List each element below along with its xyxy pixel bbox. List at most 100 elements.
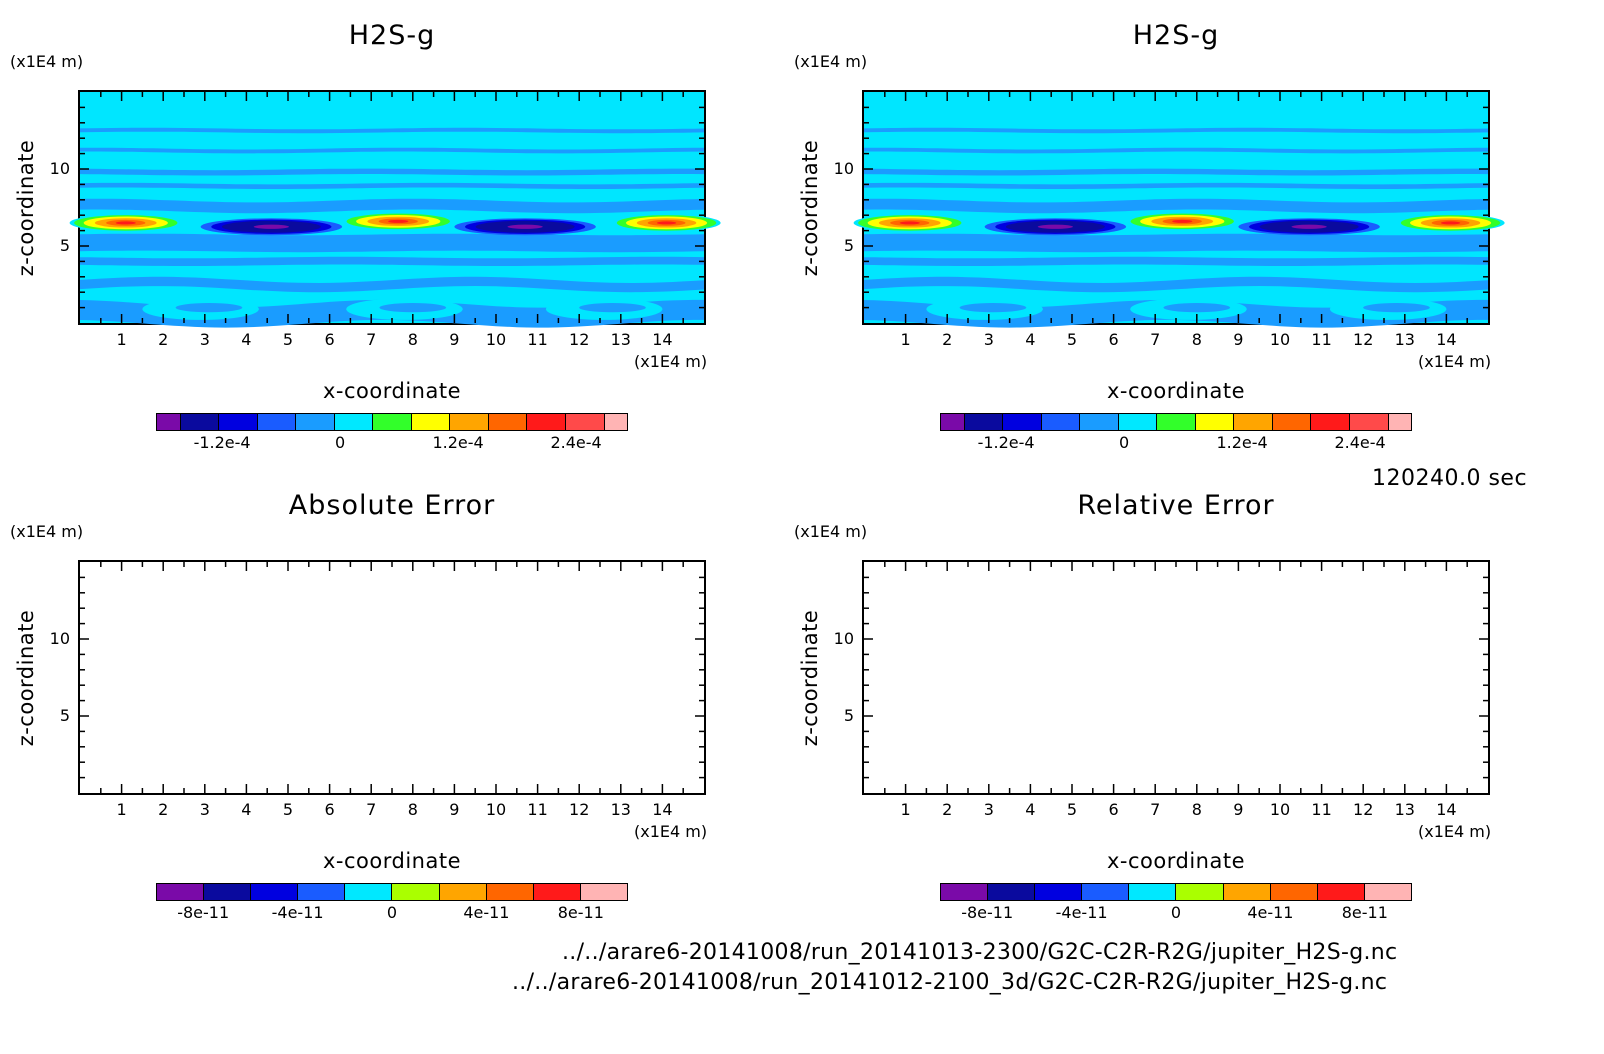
tick-marks [864,92,1488,323]
colorbar-swatch [527,414,566,430]
x-tick-label: 3 [199,330,210,349]
x-tick-label: 3 [199,800,210,819]
colorbar-tick-label: 0 [1118,433,1130,452]
z-unit-label: (x1E4 m) [10,52,84,71]
x-tick-label: 14 [652,800,673,819]
x-tick-label: 6 [324,800,335,819]
colorbar-swatch [964,414,1004,430]
colorbar-swatch [392,884,440,900]
y-tick-label: 5 [59,236,70,255]
x-tick-label: 3 [983,800,994,819]
colorbar-swatch [1311,414,1350,430]
tick-marks [864,562,1488,793]
colorbar-swatch [488,414,528,430]
colorbar-swatch [604,414,628,430]
x-tick-label: 6 [1108,800,1119,819]
colorbar [156,883,628,901]
contour-band [80,256,704,266]
colorbar-swatch [439,884,487,900]
contour-band [80,127,704,134]
colorbar-swatch [411,414,451,430]
x-unit-label: (x1E4 m) [634,352,708,371]
x-tick-label: 10 [1269,800,1291,819]
x-tick-label: 1 [900,800,911,819]
anomaly-contour [388,219,409,223]
contour-band [864,168,1488,176]
contour-band [864,127,1488,134]
x-tick-label: 12 [569,800,590,819]
colorbar-tick-label: 0 [386,903,398,922]
colorbar-swatch [941,884,989,900]
swirl-feature [959,302,1027,313]
field-contours [69,92,721,328]
contour-band [80,233,704,253]
x-tick-label: 8 [407,800,418,819]
contour-band [864,276,1488,293]
colorbar-tick-label: -4e-11 [271,903,324,922]
x-tick-label: 11 [1311,330,1332,349]
colorbar-swatch [1082,884,1130,900]
anomaly-contour [1440,221,1461,225]
colorbar-tick-label: 8e-11 [557,903,604,922]
y-tick-label: 10 [833,629,854,648]
colorbar-tick-label: 0 [1170,903,1182,922]
x-tick-label: 4 [241,800,252,819]
panel-title: H2S-g [1132,20,1220,51]
x-tick-label: 9 [449,330,460,349]
x-tick-label: 14 [1436,800,1457,819]
colorbar-swatch [345,884,393,900]
x-tick-label: 2 [158,800,169,819]
file-path-2: ../../arare6-20141008/run_20141012-2100_… [512,970,1388,995]
y-tick-label: 5 [59,706,70,725]
panel-title: Absolute Error [288,490,496,521]
x-unit-label: (x1E4 m) [634,822,708,841]
anomaly-contour [899,221,920,225]
colorbar-tick-label: 0 [334,433,346,452]
x-tick-label: 9 [1233,800,1244,819]
x-unit-label: (x1E4 m) [1418,352,1492,371]
swirl-feature [175,302,243,313]
plot-svg [80,562,704,793]
colorbar-tick-label: -4e-11 [1055,903,1108,922]
colorbar-swatch [180,414,220,430]
x-tick-label: 12 [1353,800,1374,819]
anomaly-contour [656,221,677,225]
x-tick-label: 1 [116,330,127,349]
colorbar-swatch [257,414,297,430]
colorbar-swatch [486,884,534,900]
contour-band [864,198,1488,214]
anomaly-contour [1037,224,1074,229]
contour-band [80,147,704,154]
x-tick-label: 10 [485,800,507,819]
colorbar-swatch [1035,884,1083,900]
x-tick-label: 7 [366,330,377,349]
colorbar-swatch [373,414,412,430]
colorbar-swatch [1317,884,1365,900]
x-tick-label: 8 [1191,800,1202,819]
x-tick-label: 8 [1191,330,1202,349]
plot-area [78,560,706,795]
colorbar-swatch [533,884,581,900]
x-tick-label: 4 [241,330,252,349]
colorbar-tick-label: -8e-11 [177,903,230,922]
x-tick-label: 9 [1233,330,1244,349]
colorbar-swatch [988,884,1036,900]
x-tick-label: 13 [610,800,631,819]
x-tick-label: 6 [1108,330,1119,349]
x-axis-label: x-coordinate [1106,379,1246,403]
plot-area [853,90,1505,328]
colorbar-swatch [1234,414,1273,430]
x-tick-label: 5 [1066,800,1078,819]
x-tick-label: 1 [900,330,911,349]
time-label: 120240.0 sec [1372,466,1528,491]
plot-svg [853,92,1505,328]
colorbar-swatch [1080,414,1119,430]
x-tick-label: 4 [1025,800,1036,819]
swirl-feature [379,302,447,313]
z-unit-label: (x1E4 m) [794,522,868,541]
x-tick-label: 2 [942,800,953,819]
contour-band [80,198,704,214]
colorbar-swatch [1195,414,1235,430]
colorbar-swatch [1176,884,1224,900]
panel-title: H2S-g [348,20,436,51]
